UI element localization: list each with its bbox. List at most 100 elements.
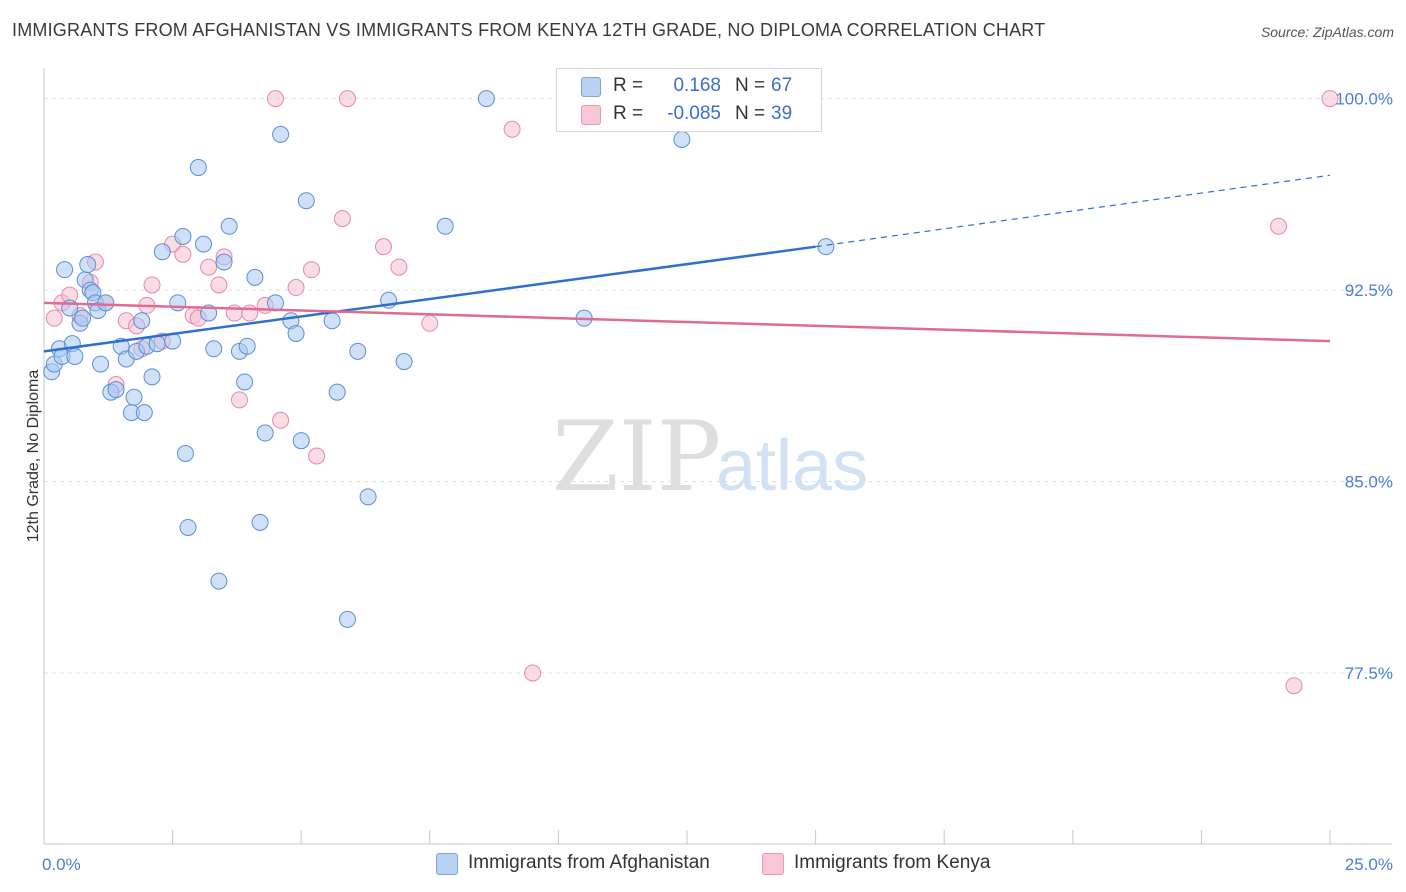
afghanistan-point[interactable] [328,383,346,401]
trend-lines [43,174,1331,353]
afghanistan-point[interactable] [205,340,223,358]
kenya-point[interactable] [210,276,228,294]
kenya-point[interactable] [338,90,356,108]
afghanistan-point[interactable] [174,227,192,245]
afghanistan-point[interactable] [359,488,377,506]
afghanistan-point[interactable] [143,368,161,386]
watermark-atlas: atlas [716,426,868,506]
afghanistan-legend-swatch [436,853,458,875]
kenya-point[interactable] [200,258,218,276]
afghanistan-point[interactable] [349,342,367,360]
afghanistan-point[interactable] [246,268,264,286]
kenya-point[interactable] [174,245,192,263]
afghanistan-point[interactable] [256,424,274,442]
afghanistan-point[interactable] [133,312,151,330]
kenya-point[interactable] [421,314,439,332]
n-value: 67 [771,75,793,96]
afghanistan-point[interactable] [292,432,310,450]
afghanistan-point[interactable] [817,238,835,256]
afghanistan-point[interactable] [272,125,290,143]
afghanistan-point[interactable] [97,294,115,312]
afghanistan-point[interactable] [135,404,153,422]
afghanistan-point[interactable] [125,388,143,406]
chart-title: IMMIGRANTS FROM AFGHANISTAN VS IMMIGRANT… [12,20,1046,40]
afghanistan-swatch [581,77,601,97]
kenya-point[interactable] [1321,90,1339,108]
afghanistan-point[interactable] [287,324,305,342]
afghanistan-point[interactable] [56,261,74,279]
kenya-point[interactable] [241,304,259,322]
kenya-point[interactable] [375,238,393,256]
r-label: R = [613,75,644,96]
y-tick-label: 100.0% [1335,90,1393,109]
r-label: R = [613,103,644,124]
afghanistan-point[interactable] [323,312,341,330]
afghanistan-point[interactable] [92,355,110,373]
afghanistan-point[interactable] [673,130,691,148]
kenya-swatch [581,105,601,125]
x-tick-labels: 0.0% 25.0% [42,855,1393,874]
afghanistan-point[interactable] [194,235,212,253]
watermark-zip: ZIP [552,401,721,513]
kenya-point[interactable] [1285,677,1303,695]
afghanistan-point[interactable] [74,309,92,327]
afghanistan-point[interactable] [176,444,194,462]
afghanistan-point[interactable] [148,335,166,353]
afghanistan-point[interactable] [477,90,495,108]
afghanistan-point[interactable] [79,256,97,274]
kenya-legend-swatch [762,853,784,875]
afghanistan-point[interactable] [238,337,256,355]
kenya-point[interactable] [272,411,290,429]
afghanistan-point[interactable] [436,217,454,235]
n-label: N = [735,103,766,124]
afghanistan-point[interactable] [210,572,228,590]
afghanistan-points [43,90,835,628]
legend-label: Immigrants from Afghanistan [468,852,710,873]
kenya-point[interactable] [143,276,161,294]
series-legend: Immigrants from Afghanistan Immigrants f… [0,852,1406,878]
kenya-points [45,90,1339,695]
legend-label: Immigrants from Kenya [794,852,991,873]
afghanistan-point[interactable] [169,294,187,312]
afghanistan-trend-extension [815,174,1331,248]
kenya-point[interactable] [333,210,351,228]
afghanistan-point[interactable] [215,253,233,271]
afghanistan-point[interactable] [107,381,125,399]
afghanistan-point[interactable] [189,159,207,177]
y-tick-labels: 100.0% 92.5% 85.0% 77.5% [1335,90,1393,683]
afghanistan-point[interactable] [297,192,315,210]
afghanistan-point[interactable] [251,513,269,531]
afghanistan-point[interactable] [338,610,356,628]
y-tick-label: 92.5% [1345,281,1393,300]
x-tick-label: 25.0% [1345,855,1393,874]
afghanistan-trend-line [43,245,816,353]
kenya-point[interactable] [230,391,248,409]
y-tick-label: 77.5% [1345,664,1393,683]
n-value: 39 [771,103,793,124]
y-axis-title: 12th Grade, No Diploma [25,370,42,543]
kenya-trend-line [43,301,1331,343]
kenya-point[interactable] [302,261,320,279]
r-value: -0.085 [667,103,721,124]
afghanistan-point[interactable] [395,353,413,371]
kenya-point[interactable] [45,309,63,327]
kenya-point[interactable] [524,664,542,682]
r-value: 0.168 [673,75,721,96]
axes [43,68,1392,845]
kenya-point[interactable] [287,279,305,297]
afghanistan-point[interactable] [220,217,238,235]
afghanistan-point[interactable] [179,518,197,536]
kenya-point[interactable] [266,90,284,108]
kenya-point[interactable] [308,447,326,465]
y-tick-label: 85.0% [1345,473,1393,492]
kenya-point[interactable] [1270,217,1288,235]
x-tick-label: 0.0% [42,855,81,874]
kenya-point[interactable] [503,120,521,138]
kenya-point[interactable] [390,258,408,276]
source-credit: Source: ZipAtlas.com [1260,24,1394,40]
correlation-legend: R = 0.168 N = 67 R = -0.085 N = 39 [556,68,822,132]
afghanistan-point[interactable] [153,243,171,261]
afghanistan-point[interactable] [236,373,254,391]
afghanistan-point[interactable] [66,347,84,365]
